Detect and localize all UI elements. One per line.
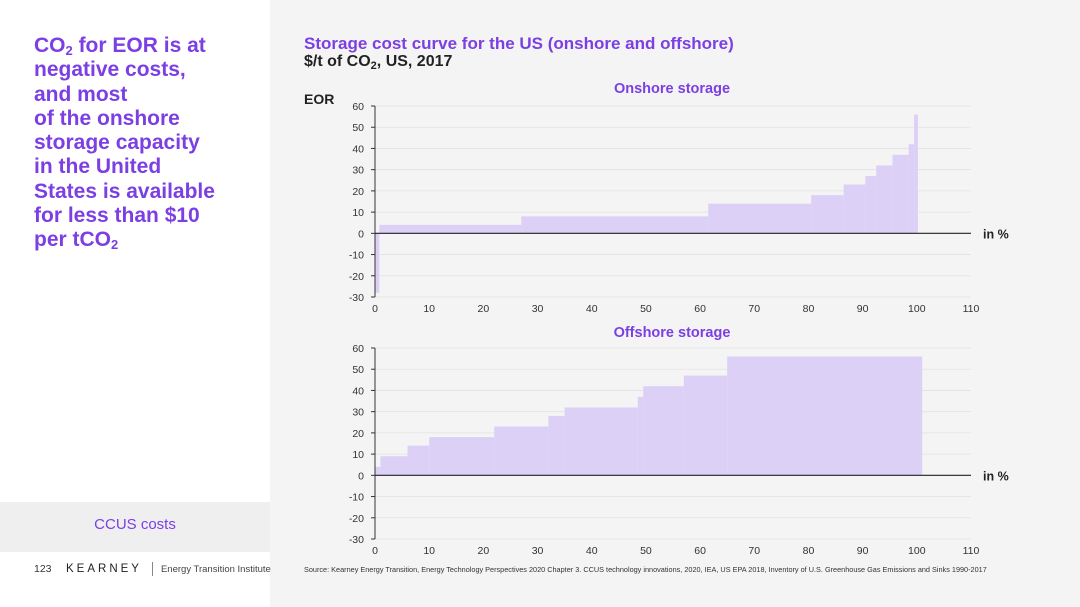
x-axis-label: in %	[983, 469, 1009, 483]
section-band	[0, 502, 270, 552]
y-tick-label: 50	[352, 122, 364, 134]
x-tick-label: 20	[478, 545, 490, 557]
cost-step-bar	[865, 176, 877, 234]
x-tick-label: 90	[857, 545, 869, 557]
y-tick-label: 0	[358, 470, 364, 482]
headline-line-6: in the United	[34, 155, 162, 179]
x-tick-label: 110	[963, 545, 980, 557]
x-tick-label: 50	[640, 545, 652, 557]
page-number: 123	[34, 563, 52, 575]
y-tick-label: 20	[352, 428, 364, 440]
chart-panel	[270, 0, 1080, 607]
y-tick-label: -20	[349, 513, 364, 525]
cost-step-bar	[843, 184, 866, 234]
y-tick-label: 30	[352, 165, 364, 177]
y-tick-label: 10	[352, 207, 364, 219]
source-note: Source: Kearney Energy Transition, Energ…	[304, 565, 987, 574]
headline-line-9: per tCO2	[34, 228, 119, 253]
y-tick-label: 60	[352, 101, 364, 113]
y-tick-label: 50	[352, 364, 364, 376]
footer: 123 KEARNEY Energy Transition Institute	[34, 561, 271, 577]
cost-step-bar	[407, 445, 430, 476]
cost-step-bar	[811, 195, 844, 234]
headline-line-7: States is available	[34, 179, 215, 203]
y-tick-label: -20	[349, 271, 364, 283]
cost-step-bar	[914, 114, 918, 234]
x-tick-label: 100	[908, 303, 926, 315]
cost-step-bar	[892, 154, 909, 234]
panel-title: Onshore storage	[614, 81, 730, 97]
x-tick-label: 40	[586, 303, 598, 315]
chart-subtitle: $/t of CO2, US, 2017	[304, 53, 453, 72]
y-tick-label: -30	[349, 534, 364, 546]
cost-step-bar	[727, 356, 923, 476]
x-tick-label: 40	[586, 545, 598, 557]
y-tick-label: 40	[352, 385, 364, 397]
cost-step-bar	[876, 165, 893, 234]
x-tick-label: 80	[803, 545, 815, 557]
headline-line-8: for less than $10	[34, 204, 200, 228]
cost-step-bar	[375, 233, 380, 293]
y-tick-label: -10	[349, 250, 364, 262]
panel-title: Offshore storage	[614, 325, 731, 341]
cost-step-bar	[429, 437, 495, 476]
section-label[interactable]: CCUS costs	[94, 516, 176, 533]
x-tick-label: 30	[532, 545, 544, 557]
cost-step-bar	[375, 466, 381, 476]
x-tick-label: 70	[748, 545, 760, 557]
headline-line-5: storage capacity	[34, 131, 200, 155]
x-tick-label: 70	[748, 303, 760, 315]
cost-step-bar	[494, 426, 549, 476]
eor-annotation: EOR	[304, 91, 334, 107]
x-tick-label: 60	[694, 303, 706, 315]
cost-step-bar	[908, 144, 915, 234]
brand-logo: KEARNEY	[66, 563, 142, 575]
y-tick-label: 60	[352, 343, 364, 355]
headline-line-1: CO2 for EOR is at	[34, 34, 206, 58]
y-tick-label: 40	[352, 143, 364, 155]
cost-step-bar	[708, 203, 812, 234]
x-tick-label: 20	[478, 303, 490, 315]
cost-step-bar	[643, 386, 684, 476]
x-tick-label: 10	[423, 303, 435, 315]
y-tick-label: -10	[349, 492, 364, 504]
cost-step-bar	[548, 415, 565, 476]
x-tick-label: 100	[908, 545, 926, 557]
chart-title: Storage cost curve for the US (onshore a…	[304, 34, 734, 53]
x-tick-label: 10	[423, 545, 435, 557]
cost-step-bar	[683, 375, 728, 476]
x-tick-label: 90	[857, 303, 869, 315]
headline: CO2 for EOR is at negative costs, and mo…	[34, 34, 264, 253]
cost-step-bar	[380, 456, 408, 476]
institute-name: Energy Transition Institute	[160, 563, 271, 575]
cost-step-bar	[521, 216, 709, 234]
x-axis-label: in %	[983, 227, 1009, 241]
headline-line-2: negative costs,	[34, 58, 186, 82]
x-tick-label: 0	[372, 303, 378, 315]
x-tick-label: 30	[532, 303, 544, 315]
x-tick-label: 50	[640, 303, 652, 315]
y-tick-label: -30	[349, 292, 364, 304]
x-tick-label: 60	[694, 545, 706, 557]
cost-step-bar	[564, 407, 638, 476]
y-tick-label: 10	[352, 449, 364, 461]
x-tick-label: 110	[963, 303, 980, 315]
headline-line-4: of the onshore	[34, 106, 180, 130]
x-tick-label: 0	[372, 545, 378, 557]
y-tick-label: 20	[352, 186, 364, 198]
y-tick-label: 0	[358, 228, 364, 240]
headline-line-3: and most	[34, 82, 128, 106]
x-tick-label: 80	[803, 303, 815, 315]
cost-step-bar	[379, 224, 522, 234]
y-tick-label: 30	[352, 407, 364, 419]
footer-divider	[151, 562, 153, 576]
cost-step-bar	[637, 396, 644, 476]
